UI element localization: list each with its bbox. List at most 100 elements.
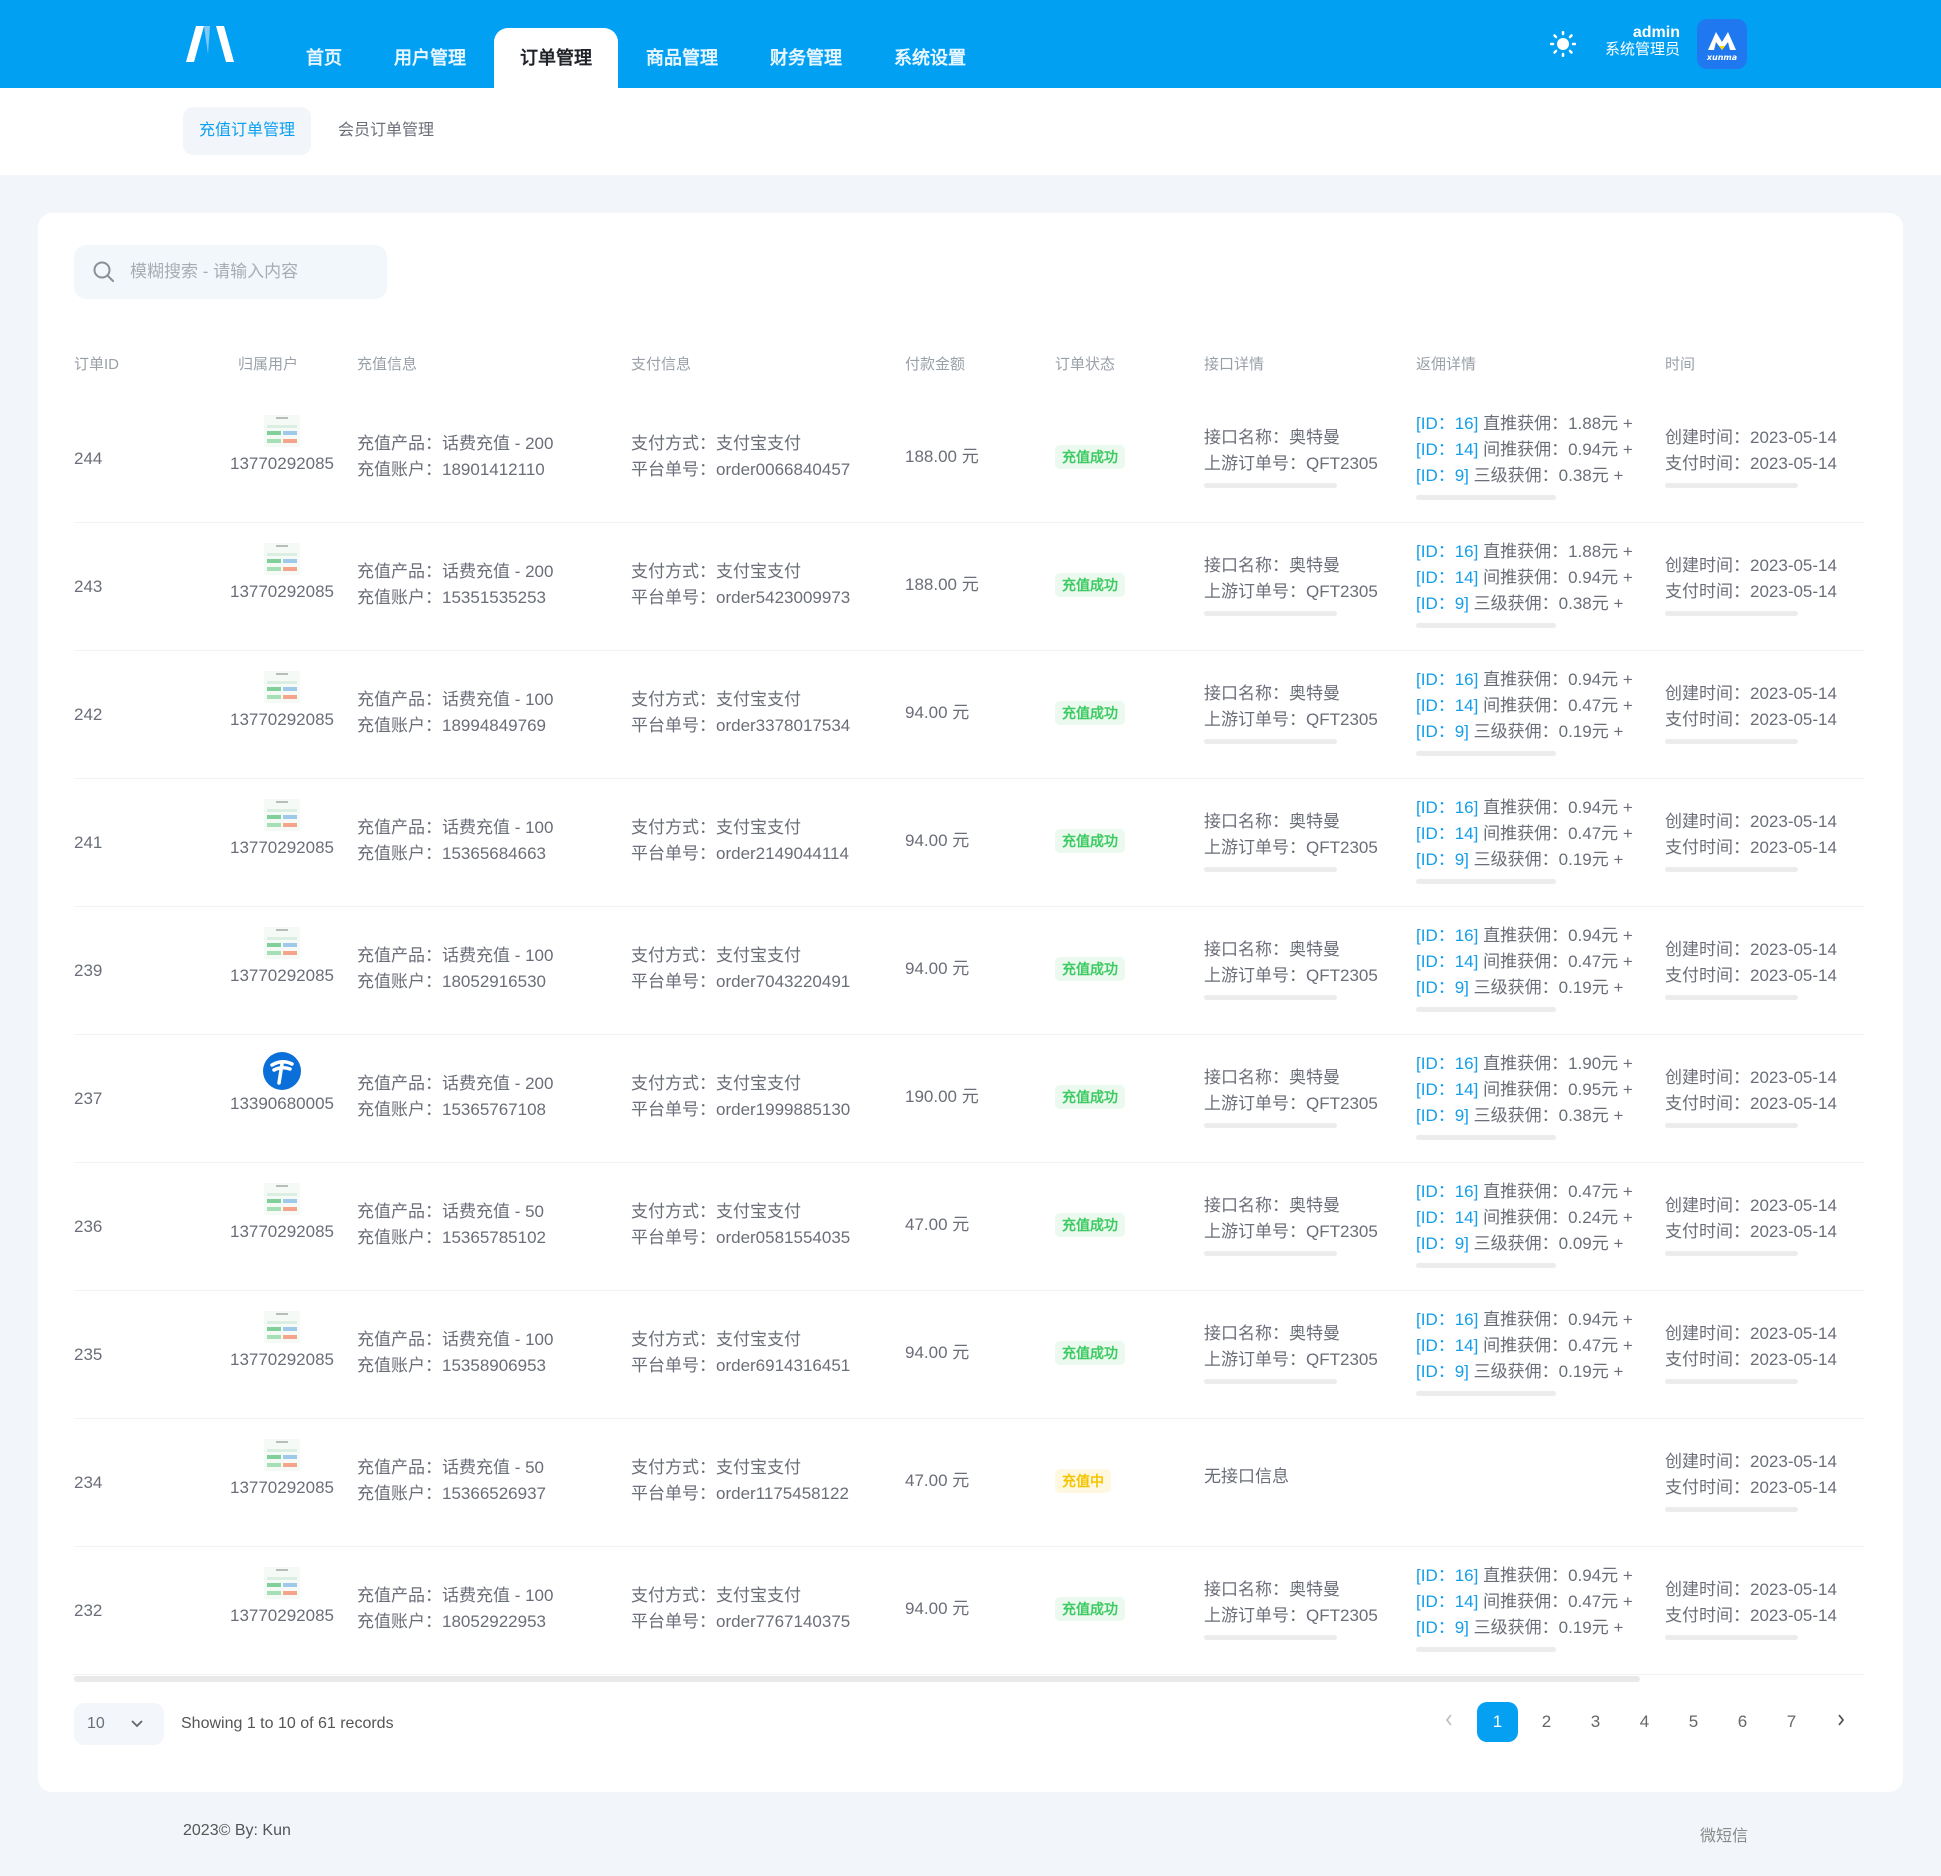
user-avatar-image[interactable] (262, 795, 302, 835)
api-cell-scrollbar[interactable] (1204, 1251, 1337, 1256)
commission-cell-scrollbar[interactable] (1416, 623, 1556, 628)
user-phone[interactable]: 13770292085 (229, 1478, 334, 1497)
user-cell: 13770292085 (202, 923, 362, 989)
table-row: 235 13770292085 充值产品：话费充值 - 100 充值账户：153589… (74, 1291, 1864, 1419)
commission-cell-scrollbar[interactable] (1416, 1263, 1556, 1268)
time-cell-scrollbar[interactable] (1665, 995, 1798, 1000)
page-button[interactable]: 3 (1590, 1712, 1601, 1731)
time-cell-scrollbar[interactable] (1665, 1379, 1798, 1384)
user-phone[interactable]: 13770292085 (229, 582, 334, 601)
time-cell-scrollbar[interactable] (1665, 611, 1798, 616)
user-phone[interactable]: 13770292085 (229, 1222, 334, 1241)
created-value: 2023-05-14 (1750, 812, 1837, 831)
commission-cell-scrollbar[interactable] (1416, 1647, 1556, 1652)
user-avatar-image[interactable] (262, 411, 302, 451)
user-avatar-image[interactable] (262, 1179, 302, 1219)
commission-cell-scrollbar[interactable] (1416, 495, 1556, 500)
upstream-no-label: 上游订单号： (1204, 710, 1306, 729)
user-phone[interactable]: 13770292085 (229, 710, 334, 729)
user-avatar-image[interactable] (262, 1307, 302, 1347)
telecom-avatar-icon[interactable] (262, 1051, 302, 1091)
user-phone[interactable]: 13770292085 (229, 1350, 334, 1369)
api-cell-scrollbar[interactable] (1204, 995, 1337, 1000)
paid-value: 2023-05-14 (1750, 838, 1837, 857)
nav-item[interactable]: 首页 (306, 48, 342, 68)
time-cell-scrollbar[interactable] (1665, 483, 1798, 488)
page-button[interactable]: 6 (1737, 1712, 1748, 1731)
time-cell-scrollbar[interactable] (1665, 1507, 1798, 1512)
nav-item[interactable]: 用户管理 (394, 48, 466, 68)
table-row: 244 13770292085 充值产品：话费充值 - 200 充值账户：189014… (74, 395, 1864, 523)
page-button[interactable]: 5 (1688, 1712, 1699, 1731)
api-cell-scrollbar[interactable] (1204, 483, 1337, 488)
page-button[interactable]: 2 (1541, 1712, 1552, 1731)
commission-cell-scrollbar[interactable] (1416, 1135, 1556, 1140)
footer-brand: 微短信 (1700, 1828, 1749, 1845)
upstream-no-value: QFT2305 (1306, 1350, 1378, 1369)
pay-method-value: 支付宝支付 (716, 1458, 801, 1477)
product-value: 话费充值 - 50 (442, 1202, 545, 1221)
commission-label: 三级获佣： (1473, 1362, 1559, 1381)
page-button[interactable]: 1 (1477, 1702, 1518, 1742)
api-cell-scrollbar[interactable] (1204, 1635, 1337, 1640)
time-cell-scrollbar[interactable] (1665, 1251, 1798, 1256)
user-phone[interactable]: 13770292085 (229, 454, 334, 473)
time-cell-scrollbar[interactable] (1665, 867, 1798, 872)
column-header[interactable]: 订单ID (74, 356, 120, 373)
page-size-select[interactable]: 10 (74, 1703, 164, 1745)
user-cell: 13770292085 (202, 667, 362, 733)
user-avatar-image[interactable] (262, 1435, 302, 1475)
user-info[interactable]: admin 系统管理员 (1600, 24, 1680, 58)
platform-no-label: 平台单号： (631, 844, 716, 863)
user-avatar-image[interactable] (262, 923, 302, 963)
time-cell-scrollbar[interactable] (1665, 1123, 1798, 1128)
page-button[interactable]: 4 (1639, 1712, 1650, 1731)
user-phone[interactable]: 13770292085 (229, 1606, 334, 1625)
time-cell: 创建时间：2023-05-14 支付时间：2023-05-14 (1665, 1321, 1865, 1373)
paid-label: 支付时间： (1665, 1478, 1750, 1497)
commission-cell-scrollbar[interactable] (1416, 1391, 1556, 1396)
commission-amount: 0.19元 + (1558, 1362, 1624, 1381)
amount-cell: 94.00 元 (905, 1596, 1043, 1622)
user-avatar-image[interactable] (262, 1563, 302, 1603)
search-box[interactable] (74, 245, 387, 299)
commission-cell-scrollbar[interactable] (1416, 1007, 1556, 1012)
horizontal-scrollbar[interactable] (74, 1676, 1640, 1682)
time-cell-scrollbar[interactable] (1665, 1635, 1798, 1640)
api-cell-scrollbar[interactable] (1204, 611, 1337, 616)
nav-item[interactable]: 财务管理 (770, 48, 842, 68)
subnav-member-orders[interactable]: 会员订单管理 (338, 122, 435, 139)
search-input[interactable] (130, 262, 370, 282)
nav-item[interactable]: 系统设置 (894, 48, 966, 68)
nav-item[interactable]: 订单管理 (494, 28, 618, 88)
api-cell-scrollbar[interactable] (1204, 1123, 1337, 1128)
time-cell-scrollbar[interactable] (1665, 739, 1798, 744)
api-cell-scrollbar[interactable] (1204, 867, 1337, 872)
user-avatar-image[interactable] (262, 667, 302, 707)
table-row: 234 13770292085 充值产品：话费充值 - 50 充值账户：1536652… (74, 1419, 1864, 1547)
product-label: 充值产品： (357, 434, 442, 453)
user-phone[interactable]: 13390680005 (229, 1094, 334, 1113)
user-phone[interactable]: 13770292085 (229, 838, 334, 857)
api-cell-scrollbar[interactable] (1204, 739, 1337, 744)
prev-page-button[interactable] (1428, 1702, 1469, 1742)
status-cell: 充值成功 (1055, 444, 1193, 470)
order-id: 239 (74, 961, 103, 980)
subnav-recharge-orders[interactable]: 充值订单管理 (183, 107, 312, 155)
platform-no-label: 平台单号： (631, 1356, 716, 1375)
user-phone[interactable]: 13770292085 (229, 966, 334, 985)
pay-method-value: 支付宝支付 (716, 1330, 801, 1349)
commission-cell-scrollbar[interactable] (1416, 879, 1556, 884)
account-value: 15351535253 (442, 588, 547, 607)
pay-method-value: 支付宝支付 (716, 1202, 801, 1221)
user-avatar-image[interactable] (262, 539, 302, 579)
created-value: 2023-05-14 (1750, 1196, 1837, 1215)
next-page-button[interactable] (1820, 1702, 1861, 1742)
user-avatar[interactable]: xunma (1697, 19, 1747, 69)
page-button[interactable]: 7 (1786, 1712, 1797, 1731)
nav-item[interactable]: 商品管理 (646, 48, 718, 68)
api-cell-scrollbar[interactable] (1204, 1379, 1337, 1384)
sun-icon[interactable] (1550, 31, 1576, 57)
commission-cell-scrollbar[interactable] (1416, 751, 1556, 756)
logo[interactable] (182, 24, 238, 64)
